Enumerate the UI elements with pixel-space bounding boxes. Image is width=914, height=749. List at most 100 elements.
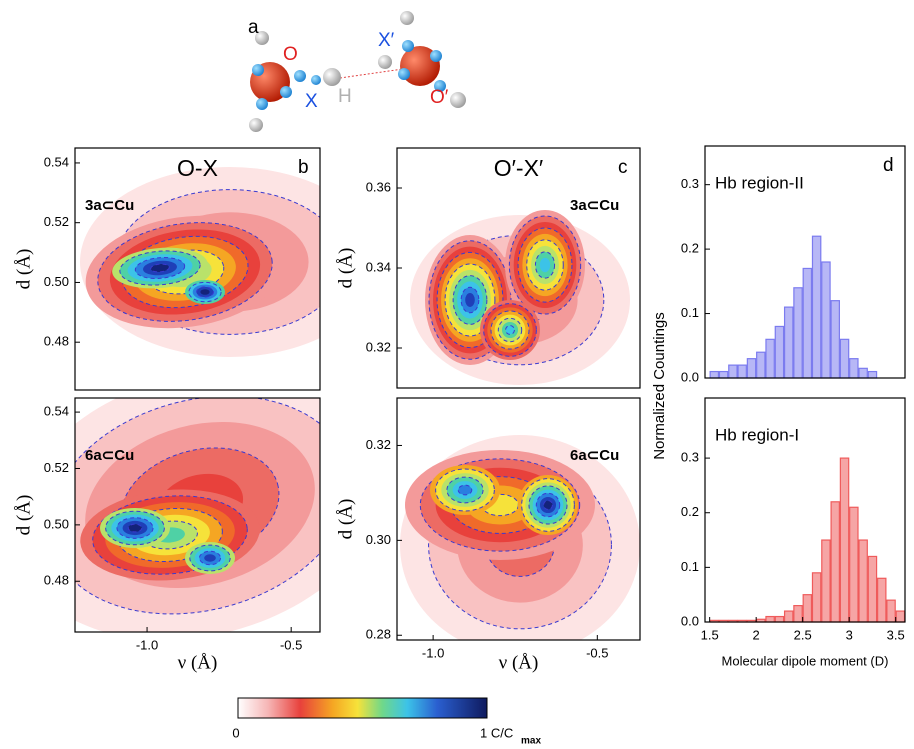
bar: [766, 617, 774, 622]
annotation: 6a⊂Cu: [570, 447, 619, 464]
bar: [729, 365, 737, 378]
y-tick-label: 0.32: [366, 437, 391, 452]
bar: [710, 372, 718, 378]
x-tick-label: 2.5: [794, 627, 812, 642]
density-map: [410, 210, 630, 385]
bar: [850, 359, 858, 378]
y-tick-label: 0.52: [44, 214, 69, 229]
charts: 0.48 0.50 0.52 0.54 b O-X 3a⊂Cu d (Å) 0.48 0.50 0.…: [0, 146, 905, 680]
y-tick-label: 0.3: [681, 450, 699, 465]
bar: [747, 359, 755, 378]
bar: [868, 372, 876, 378]
y-tick-label: 0.34: [366, 259, 391, 274]
colorbar-label: 0: [232, 725, 239, 740]
bar: [868, 556, 876, 622]
y-axis-label: d (Å): [13, 249, 34, 290]
chart-title: O′-X′: [494, 155, 544, 181]
density-level: [200, 289, 209, 295]
annotation: Hb region-I: [715, 425, 799, 444]
density-map: [400, 435, 640, 655]
colorbar-label: max: [521, 736, 541, 747]
bar: [803, 595, 811, 622]
chart: 0.480.500.520.54bO-X3a⊂Cud (Å): [13, 148, 380, 390]
molecule-diagram: [249, 11, 466, 132]
x-tick-label: -1.0: [422, 645, 444, 660]
x-axis-label: ν (Å): [178, 652, 218, 673]
bar: [822, 540, 830, 622]
bar: [887, 600, 895, 622]
y-axis-label: d (Å): [13, 495, 34, 536]
y-tick-label: 0.2: [681, 241, 699, 256]
chart: 0.280.300.32-1.0-0.56a⊂Cud (Å)ν (Å): [335, 398, 640, 673]
figure: a O X H X′ O′ 0 1 C/C max 0.480.500.520.…: [0, 0, 914, 749]
colorbar: [238, 698, 487, 718]
density-level: [540, 258, 550, 272]
y-tick-label: 0.0: [681, 369, 699, 384]
panel-label: c: [618, 157, 628, 178]
panel-label: d: [883, 155, 894, 176]
x-tick-label: 2: [753, 627, 760, 642]
y-axis-label: Normalized Countings: [651, 312, 668, 460]
y-tick-label: 0.50: [44, 274, 69, 289]
y-tick-label: 0.54: [44, 154, 69, 169]
bar: [775, 617, 783, 622]
bar: [766, 339, 774, 378]
bar: [878, 578, 886, 622]
y-tick-label: 0.48: [44, 573, 69, 588]
y-tick-label: 0.3: [681, 176, 699, 191]
density-level: [465, 293, 475, 307]
chart: 0.32 0.34 0.36 c O′-X′ 3a⊂Cu d (Å): [335, 148, 640, 388]
colorbar-label: 1 C/C: [480, 725, 513, 740]
y-tick-label: 0.30: [366, 532, 391, 547]
bar: [785, 611, 793, 622]
bar: [812, 573, 820, 622]
bar: [794, 288, 802, 378]
bar: [840, 339, 848, 378]
annotation: Hb region-II: [715, 173, 804, 192]
chart-title: O-X: [177, 155, 218, 181]
y-tick-label: 0.28: [366, 627, 391, 642]
y-tick-label: 0.52: [44, 460, 69, 475]
y-tick-label: 0.1: [681, 305, 699, 320]
y-tick-label: 0.1: [681, 559, 699, 574]
x-tick-label: 3.5: [887, 627, 905, 642]
x-axis-label: Molecular dipole moment (D): [722, 653, 889, 668]
x-tick-label: -0.5: [280, 637, 302, 652]
bar: [859, 540, 867, 622]
panel-label: b: [298, 157, 309, 178]
bar: [859, 368, 867, 378]
bar: [794, 606, 802, 622]
atom-label: O′: [430, 87, 449, 108]
y-tick-label: 0.54: [44, 404, 69, 419]
y-axis-label: d (Å): [335, 499, 356, 540]
bar: [850, 507, 858, 622]
x-tick-label: 3: [846, 627, 853, 642]
bar: [812, 236, 820, 378]
bar: [896, 611, 904, 622]
panel-label: a: [248, 17, 259, 38]
bar: [822, 262, 830, 378]
y-axis-label: d (Å): [335, 248, 356, 289]
y-tick-label: 0.32: [366, 339, 391, 354]
x-tick-label: -1.0: [136, 637, 158, 652]
atom-label: O: [283, 44, 298, 65]
bar: [719, 372, 727, 378]
y-tick-label: 0.48: [44, 334, 69, 349]
bar: [757, 352, 765, 378]
x-tick-label: -0.5: [586, 645, 608, 660]
annotation: 3a⊂Cu: [570, 197, 619, 214]
y-tick-label: 0.50: [44, 516, 69, 531]
bar: [803, 268, 811, 378]
bar: [840, 458, 848, 622]
bar: [831, 502, 839, 622]
y-tick-label: 0.0: [681, 613, 699, 628]
y-tick-label: 0.2: [681, 504, 699, 519]
bar: [738, 365, 746, 378]
annotation: 6a⊂Cu: [85, 447, 134, 464]
bar: [831, 301, 839, 378]
y-tick-label: 0.36: [366, 179, 391, 194]
density-level: [204, 554, 216, 561]
bar: [775, 326, 783, 378]
atom-label: H: [338, 86, 352, 107]
atom-label: X′: [378, 30, 395, 51]
